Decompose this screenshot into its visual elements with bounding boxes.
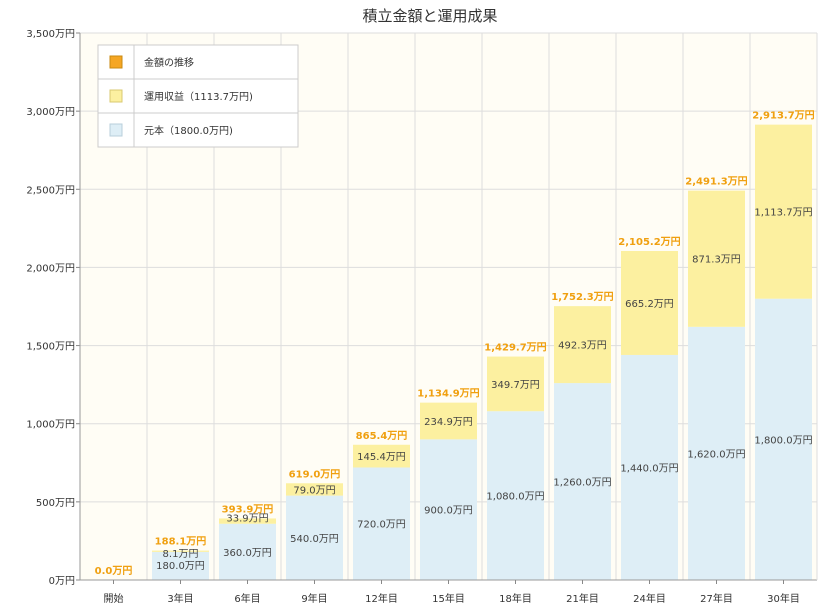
total-label: 619.0万円 xyxy=(289,468,341,480)
principal-label: 900.0万円 xyxy=(424,506,473,517)
bar-principal xyxy=(286,495,343,580)
return-label: 79.0万円 xyxy=(293,485,335,496)
bar-return xyxy=(420,402,477,440)
total-label: 1,429.7万円 xyxy=(484,342,546,354)
x-tick-label: 18年目 xyxy=(499,592,532,605)
x-tick-label: 12年目 xyxy=(365,592,398,605)
principal-label: 1,440.0万円 xyxy=(620,463,678,474)
return-label: 665.2万円 xyxy=(625,299,674,310)
y-tick-label: 1,500万円 xyxy=(26,342,75,353)
total-label: 188.1万円 xyxy=(155,536,207,548)
legend-label: 金額の推移 xyxy=(144,56,194,69)
y-tick-label: 1,000万円 xyxy=(26,420,75,431)
x-tick-label: 27年目 xyxy=(700,592,733,605)
total-label: 1,134.9万円 xyxy=(417,388,479,400)
bar-principal xyxy=(688,326,745,580)
legend-swatch xyxy=(109,55,123,69)
bar-return xyxy=(353,444,410,468)
axes: 0万円 500万円 1,000万円 1,500万円 2,000万円 2,500万円 3,00… xyxy=(26,29,818,605)
chart-title: 積立金額と運用成果 xyxy=(362,7,497,25)
bar-principal xyxy=(420,439,477,580)
x-tick-label: 21年目 xyxy=(566,592,599,605)
total-label: 2,913.7万円 xyxy=(752,110,814,122)
bar-return xyxy=(487,356,544,412)
return-label: 234.9万円 xyxy=(424,417,473,428)
x-tick-label: 9年目 xyxy=(301,592,327,605)
principal-label: 1,260.0万円 xyxy=(553,478,611,489)
bar-return xyxy=(621,250,678,355)
bars xyxy=(152,124,812,580)
bar-return xyxy=(554,306,611,384)
bar-principal xyxy=(755,298,812,580)
legend-swatch xyxy=(109,89,123,103)
x-tick-label: 6年目 xyxy=(234,592,260,605)
bar-principal xyxy=(353,467,410,580)
total-label: 2,491.3万円 xyxy=(685,176,747,188)
total-label: 1,752.3万円 xyxy=(551,291,613,303)
bar-principal xyxy=(621,354,678,580)
y-tick-label: 0万円 xyxy=(49,576,75,587)
principal-label: 540.0万円 xyxy=(290,534,339,545)
total-label: 393.9万円 xyxy=(222,503,274,515)
bar-return xyxy=(688,190,745,327)
bar-return xyxy=(152,550,209,552)
bar-principal xyxy=(152,551,209,580)
total-label: 2,105.2万円 xyxy=(618,236,680,248)
principal-label: 1,620.0万円 xyxy=(687,449,745,460)
legend-label: 元本（1800.0万円) xyxy=(144,124,233,137)
y-tick-label: 3,500万円 xyxy=(26,29,75,40)
legend-box xyxy=(97,44,299,148)
return-label: 871.3万円 xyxy=(692,255,741,266)
x-tick-label: 3年目 xyxy=(167,592,193,605)
return-label: 349.7万円 xyxy=(491,380,540,391)
return-label: 1,113.7万円 xyxy=(754,208,812,219)
principal-label: 1,080.0万円 xyxy=(486,492,544,503)
principal-label: 360.0万円 xyxy=(223,548,272,559)
bar-return xyxy=(755,124,812,299)
principal-label: 1,800.0万円 xyxy=(754,435,812,446)
return-label: 145.4万円 xyxy=(357,452,406,463)
y-tick-label: 3,000万円 xyxy=(26,107,75,118)
legend-label: 運用収益（1113.7万円) xyxy=(144,90,253,103)
total-label: 865.4万円 xyxy=(356,430,408,442)
total-label: 0.0万円 xyxy=(95,565,133,577)
return-label: 8.1万円 xyxy=(163,549,199,560)
principal-label: 720.0万円 xyxy=(357,520,406,531)
y-tick-label: 500万円 xyxy=(36,498,75,509)
bar-principal xyxy=(219,523,276,580)
bar-principal xyxy=(487,411,544,580)
x-tick-label: 15年目 xyxy=(432,592,465,605)
principal-label: 180.0万円 xyxy=(156,561,205,572)
bar-return xyxy=(219,518,276,524)
return-label: 492.3万円 xyxy=(558,341,607,352)
bar-principal xyxy=(554,383,611,580)
x-tick-label: 24年目 xyxy=(633,592,666,605)
y-tick-label: 2,000万円 xyxy=(26,263,75,274)
x-tick-label: 30年目 xyxy=(767,592,800,605)
x-tick-label: 開始 xyxy=(104,592,124,605)
bar-return xyxy=(286,483,343,496)
y-tick-label: 2,500万円 xyxy=(26,185,75,196)
legend-swatch xyxy=(109,123,123,137)
return-label: 33.9万円 xyxy=(226,514,268,525)
